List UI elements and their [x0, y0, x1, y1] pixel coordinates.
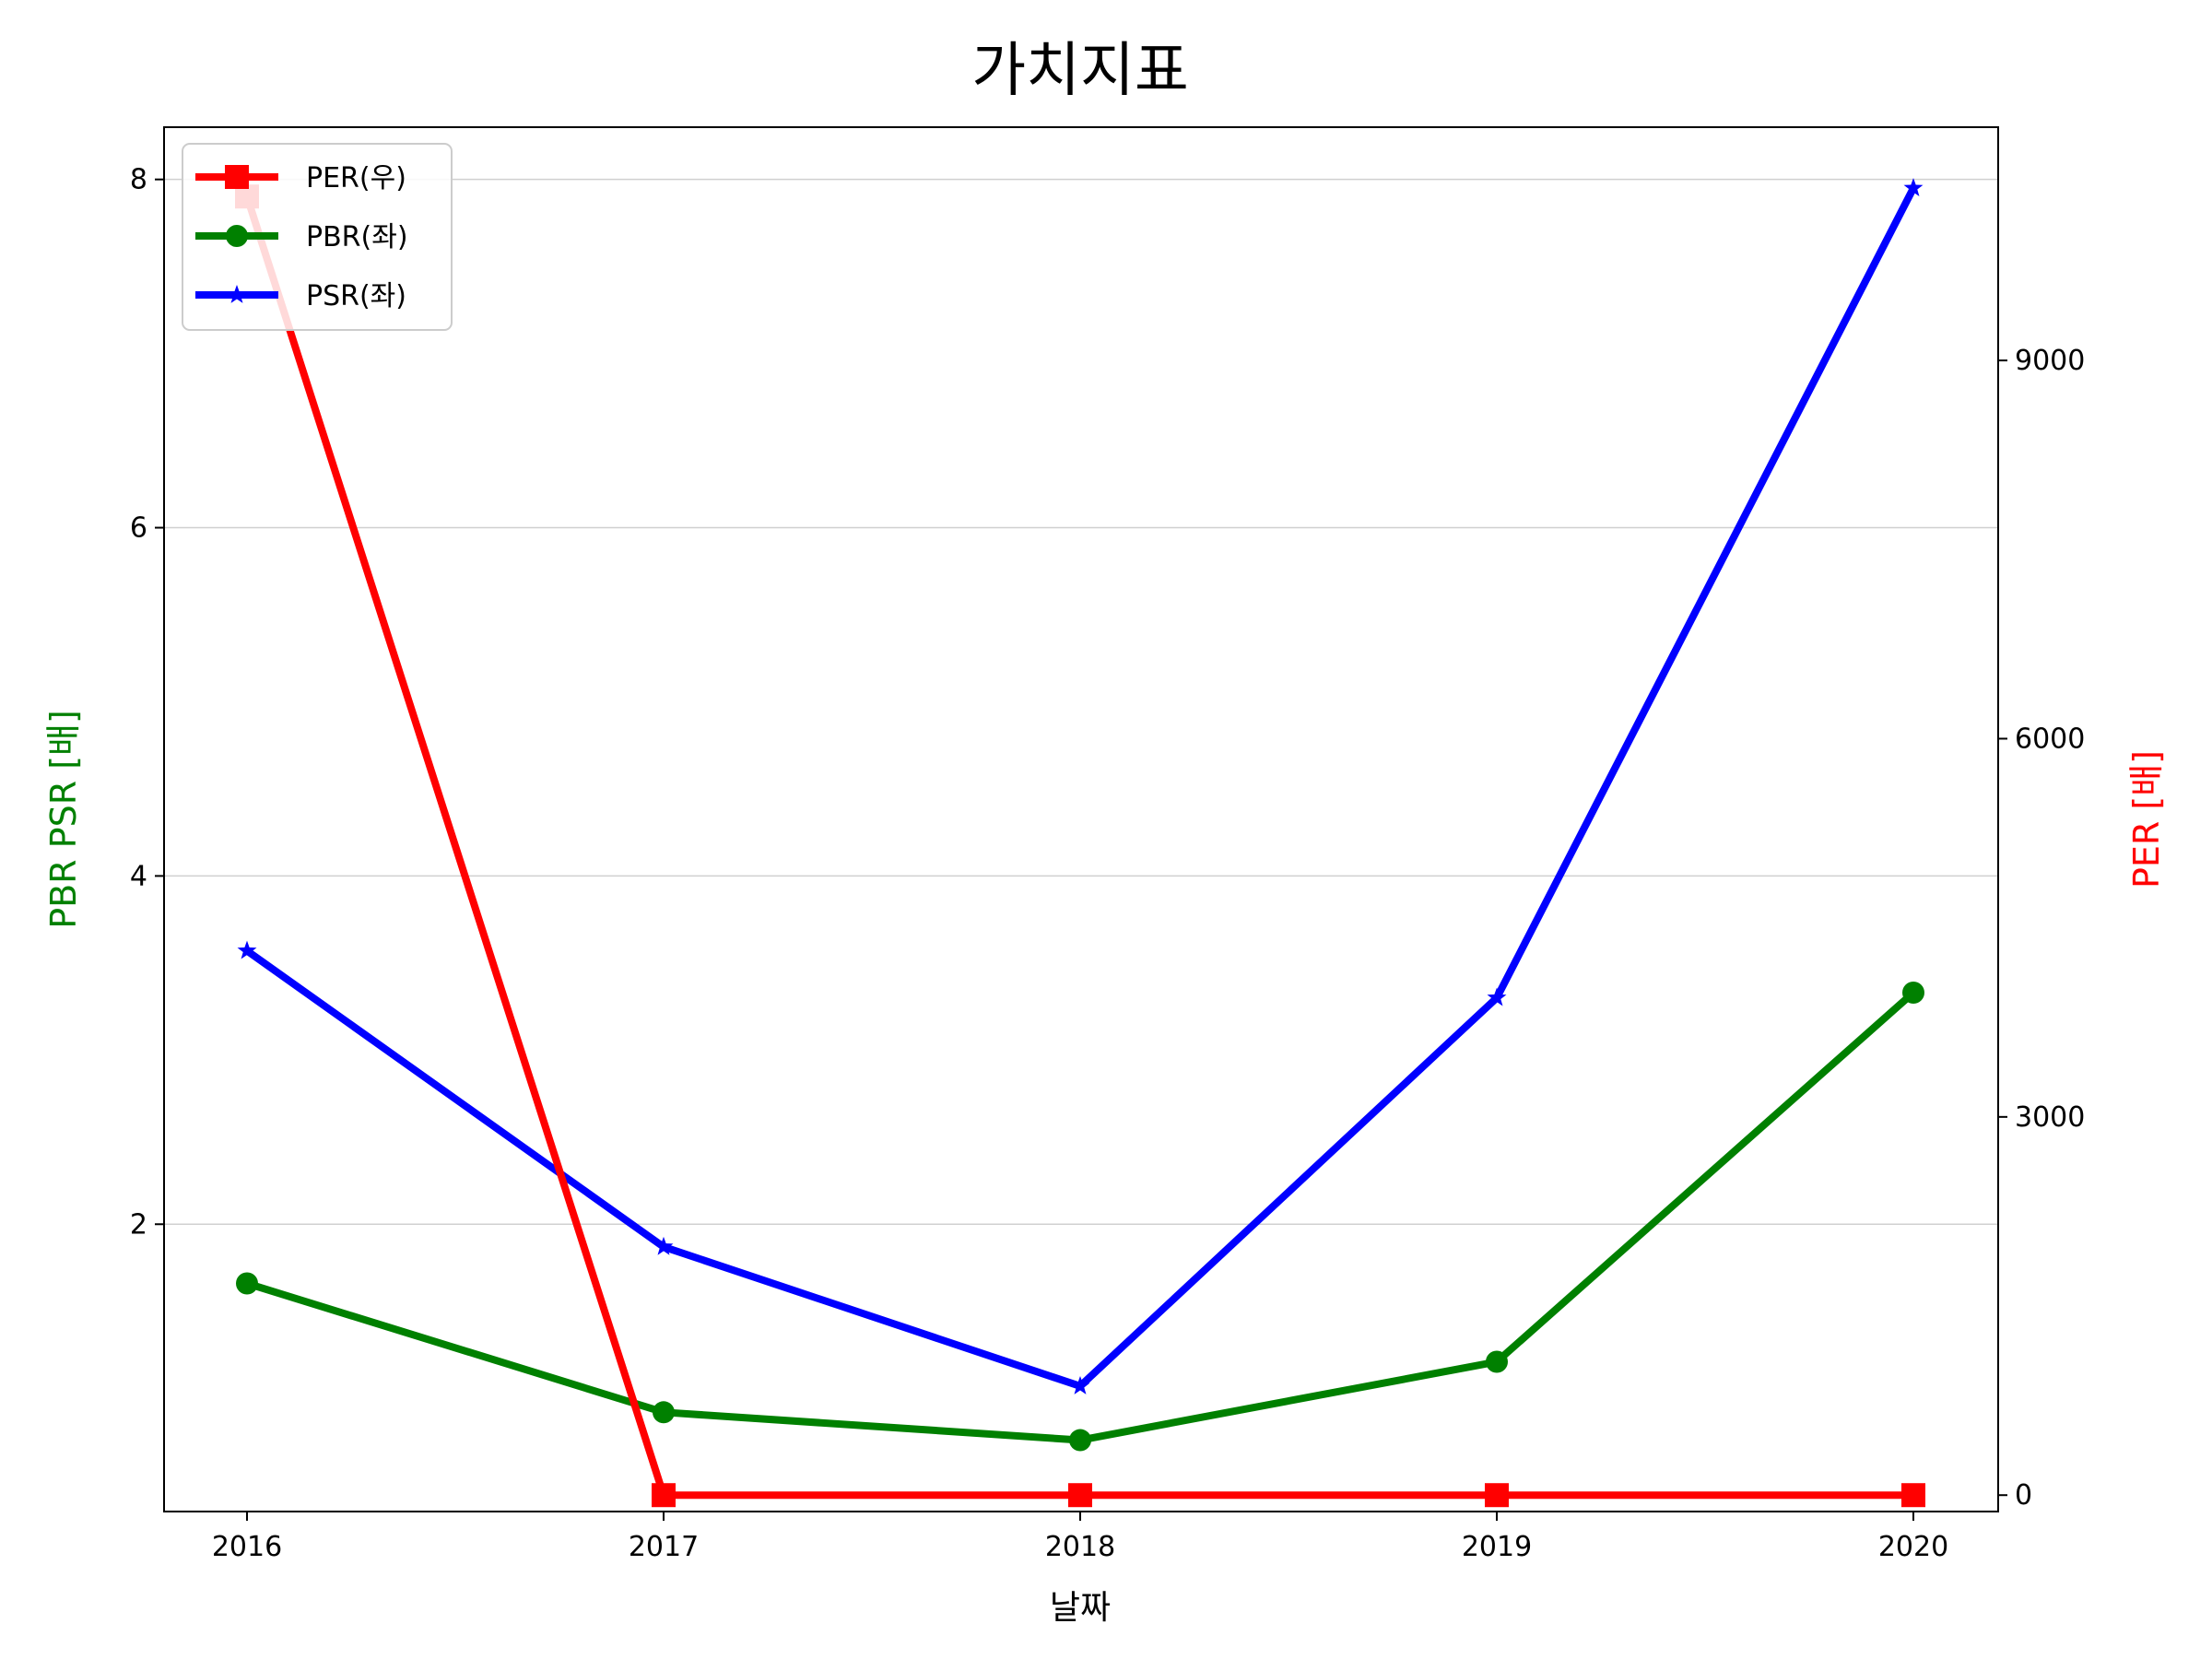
x-axis-label: 날짜: [1050, 1589, 1111, 1627]
x-tick-label: 2017: [629, 1531, 699, 1563]
series-line: [243, 193, 1917, 1500]
y-left-tick-label: 8: [130, 164, 147, 196]
data-point: [236, 1272, 258, 1295]
axes: 2 4 6 8 0 3000 6000 9000 2016 2017 2018 2019 2020: [130, 164, 2085, 1563]
data-point: [1485, 1483, 1509, 1508]
x-tick-label: 2020: [1878, 1531, 1948, 1563]
legend-entry-label: PER(우): [306, 162, 406, 194]
data-point: [1901, 1483, 1925, 1508]
legend-entry-label: PBR(좌): [306, 221, 408, 253]
y-right-tick-label: 0: [2015, 1479, 2032, 1512]
legend-marker: [225, 165, 249, 189]
x-tick-label: 2016: [212, 1531, 282, 1563]
data-point: [237, 940, 257, 959]
y-left-tick-label: 2: [130, 1208, 147, 1241]
x-tick-label: 2018: [1045, 1531, 1115, 1563]
data-point: [1070, 1375, 1090, 1394]
gridlines: [164, 178, 1998, 1226]
y-right-tick-label: 3000: [2015, 1101, 2085, 1134]
y-right-tick-label: 9000: [2015, 345, 2085, 377]
series-line: [243, 184, 1917, 1390]
plot-frame: [163, 126, 1999, 1512]
series-PSR(좌): [237, 178, 1924, 1394]
legend-entry-label: PSR(좌): [306, 280, 406, 312]
legend: PER(우) PBR(좌) PSR(좌): [182, 143, 453, 331]
series-PBR(좌): [236, 981, 1924, 1452]
data-point: [1903, 178, 1924, 197]
data-point: [1069, 1429, 1091, 1452]
y-axis-right-label: PER [배]: [2126, 750, 2167, 888]
series-PER(우): [235, 184, 1925, 1508]
y-right-tick-label: 6000: [2015, 723, 2085, 755]
data-point: [1068, 1483, 1092, 1508]
series-line: [243, 988, 1917, 1444]
legend-box: [182, 143, 453, 331]
data-point: [653, 1401, 675, 1424]
data-point: [653, 1236, 674, 1255]
data-point: [1486, 1350, 1508, 1373]
data-point: [652, 1483, 676, 1508]
y-axis-left-label: PBR PSR [배]: [43, 710, 84, 929]
y-left-tick-label: 6: [130, 512, 147, 545]
legend-marker: [226, 225, 248, 247]
legend-marker: [227, 285, 247, 303]
y-left-tick-label: 4: [130, 860, 147, 892]
chart-title: 가치지표: [971, 37, 1189, 105]
series-layer: [235, 178, 1925, 1508]
data-point: [1902, 981, 1924, 1004]
x-tick-label: 2019: [1462, 1531, 1532, 1563]
data-point: [1487, 987, 1507, 1006]
